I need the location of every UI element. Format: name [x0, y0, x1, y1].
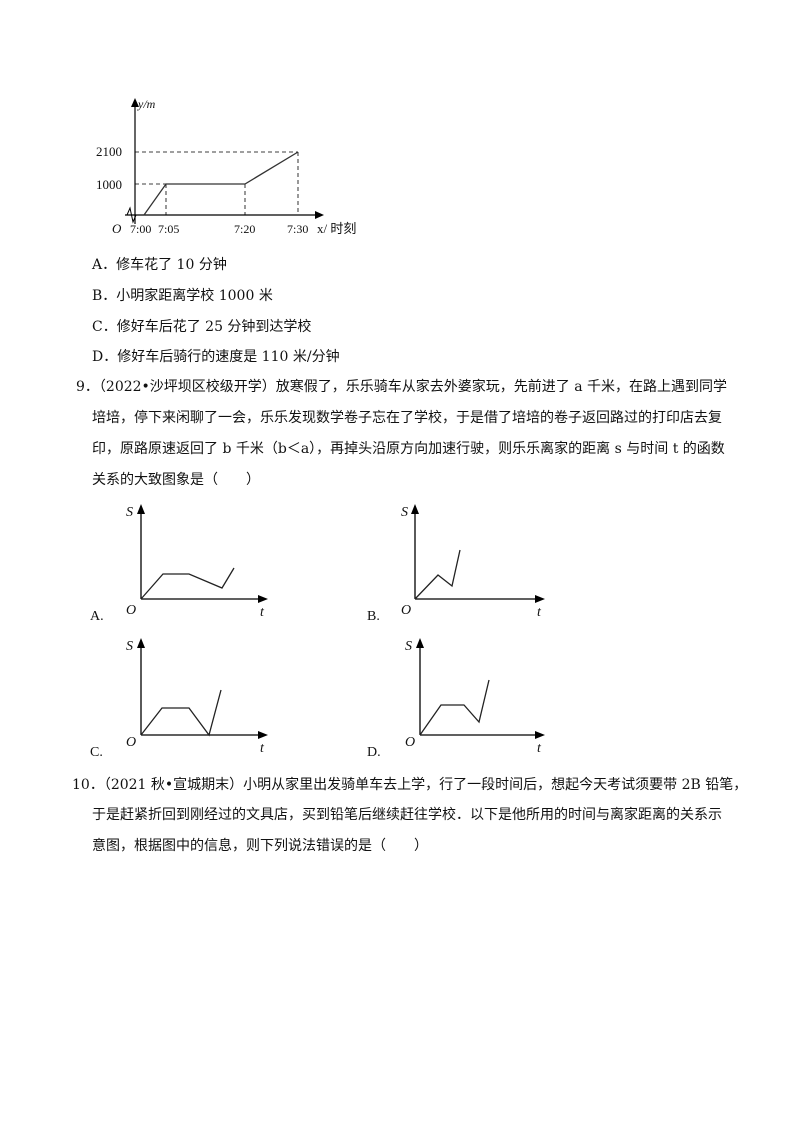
- q8-option-a: A．修车花了 10 分钟: [92, 257, 227, 273]
- q8-graph-line: [143, 151, 299, 216]
- svg-text:S: S: [405, 639, 412, 654]
- svg-text:B.: B.: [367, 609, 380, 624]
- svg-text:t: t: [260, 741, 265, 756]
- q9-stem-line-2: 培培，停下来闲聊了一会，乐乐发现数学卷子忘在了学校，于是借了培培的卷子返回路过的…: [92, 410, 722, 426]
- q9-a-curve: [140, 567, 235, 600]
- svg-text:O: O: [126, 735, 136, 750]
- q8-y-tick-1000: 1000: [96, 177, 122, 192]
- q10-stem-line-1: 10．（2021 秋•宣城期末）小明从家里出发骑单车去上学，行了一段时间后，想起…: [72, 777, 748, 793]
- q9-choice-d-graph: S O t D.: [367, 638, 545, 760]
- svg-text:C.: C.: [90, 745, 103, 760]
- svg-text:t: t: [537, 605, 542, 620]
- q8-x-tick-705: 7:05: [158, 222, 179, 236]
- q8-x-axis-label: x/ 时刻: [317, 221, 356, 236]
- q8-x-tick-730: 7:30: [287, 222, 308, 236]
- q9-d-curve: [419, 679, 490, 736]
- svg-text:O: O: [126, 603, 136, 618]
- svg-text:t: t: [537, 741, 542, 756]
- q9-c-curve: [140, 689, 222, 737]
- svg-text:O: O: [405, 735, 415, 750]
- q9-stem-line-1: 9．（2022•沙坪坝区校级开学）放寒假了，乐乐骑车从家去外婆家玩，先前进了 a…: [76, 379, 728, 395]
- svg-text:S: S: [126, 639, 133, 654]
- q9-stem-line-4: 关系的大致图象是（ ）: [92, 472, 260, 488]
- svg-text:t: t: [260, 605, 265, 620]
- svg-text:D.: D.: [367, 745, 381, 760]
- svg-text:O: O: [401, 603, 411, 618]
- q8-option-d: D．修好车后骑行的速度是 110 米/分钟: [92, 349, 340, 365]
- q10-stem-line-2: 于是赶紧折回到刚经过的文具店，买到铅笔后继续赶往学校．以下是他所用的时间与离家距…: [92, 807, 722, 823]
- q8-option-c: C．修好车后花了 25 分钟到达学校: [92, 319, 312, 335]
- q8-x-tick-700: 7:00: [130, 222, 151, 236]
- q9-b-curve: [414, 549, 461, 600]
- svg-text:S: S: [126, 505, 133, 520]
- q9-choice-a-graph: S O t A.: [90, 504, 268, 624]
- q8-y-axis-label: y/m: [137, 97, 156, 111]
- q8-x-axis-arrow: [315, 211, 324, 219]
- q8-axis-break: [126, 206, 137, 224]
- q8-origin-label: O: [112, 221, 122, 236]
- q8-y-tick-2100: 2100: [96, 144, 122, 159]
- q9-choice-c-graph: S O t C.: [90, 638, 268, 760]
- q8-option-b: B．小明家距离学校 1000 米: [92, 288, 273, 304]
- svg-text:A.: A.: [90, 609, 104, 624]
- q10-stem-line-3: 意图，根据图中的信息，则下列说法错误的是（ ）: [92, 838, 428, 854]
- q9-stem-line-3: 印，原路原速返回了 b 千米（b＜a），再掉头沿原方向加速行驶，则乐乐离家的距离…: [92, 441, 725, 457]
- q9-choice-b-graph: S O t B.: [367, 504, 545, 624]
- q8-y-axis-arrow: [131, 98, 139, 107]
- svg-text:S: S: [401, 505, 408, 520]
- q8-x-tick-720: 7:20: [234, 222, 255, 236]
- q8-distance-time-graph: y/m 2100 1000 O 7:00 7:05 7:20 7:30 x/ 时…: [96, 97, 356, 236]
